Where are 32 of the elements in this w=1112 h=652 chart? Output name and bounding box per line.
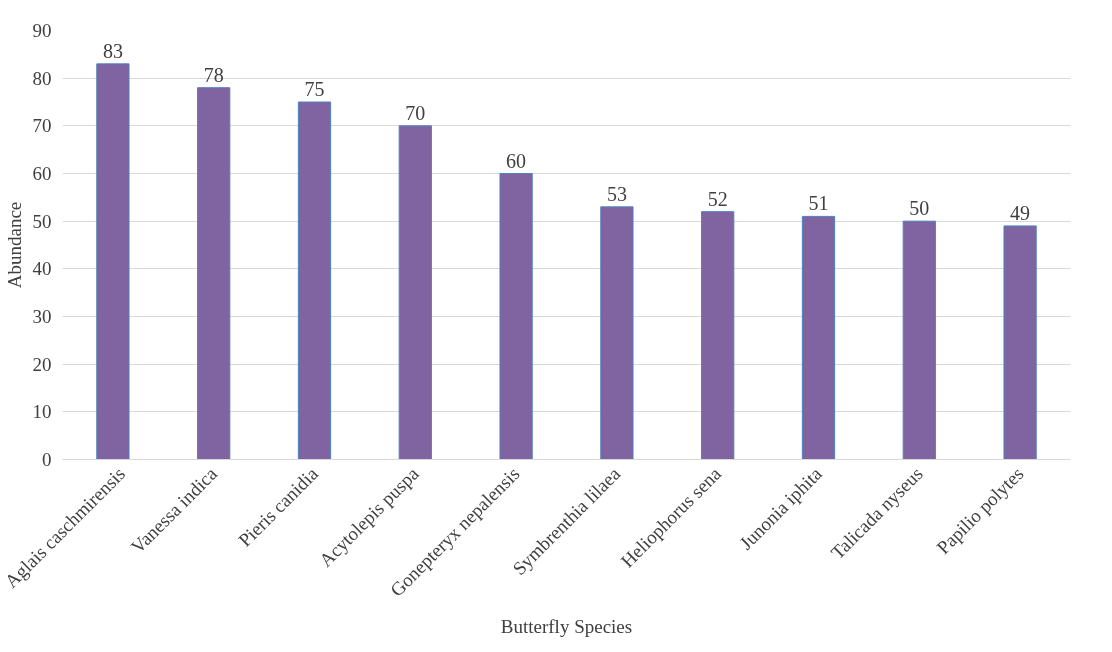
y-tick-label: 0 (42, 449, 52, 470)
y-tick-label: 80 (32, 67, 52, 89)
bar (96, 63, 130, 460)
y-axis-title: Abundance (3, 201, 25, 289)
data-label: 83 (102, 39, 123, 62)
y-tick-label: 40 (32, 258, 52, 280)
bar (499, 173, 533, 460)
y-tick-label: 70 (32, 115, 52, 137)
data-label: 78 (203, 63, 224, 86)
data-label: 52 (707, 187, 728, 210)
data-label: 75 (304, 78, 325, 100)
y-tick-label: 10 (32, 401, 52, 423)
y-tick-label: 60 (32, 163, 52, 184)
bar (902, 220, 936, 460)
data-label: 51 (808, 192, 829, 215)
data-label: 60 (506, 149, 527, 172)
y-tick-label: 20 (32, 353, 52, 375)
bar (600, 206, 634, 460)
bar (701, 211, 735, 460)
y-tick-label: 50 (32, 210, 52, 232)
data-label: 53 (606, 182, 627, 205)
data-label: 70 (405, 101, 426, 124)
y-tick-label: 90 (32, 20, 52, 41)
bar (1003, 225, 1037, 460)
bar (297, 101, 332, 460)
data-label: 49 (1010, 201, 1031, 224)
bar (197, 87, 231, 460)
x-axis-title: Butterfly Species (500, 616, 633, 638)
data-label: 50 (909, 197, 930, 220)
y-tick-label: 30 (32, 306, 52, 327)
bar (398, 125, 432, 460)
bar (801, 215, 836, 460)
